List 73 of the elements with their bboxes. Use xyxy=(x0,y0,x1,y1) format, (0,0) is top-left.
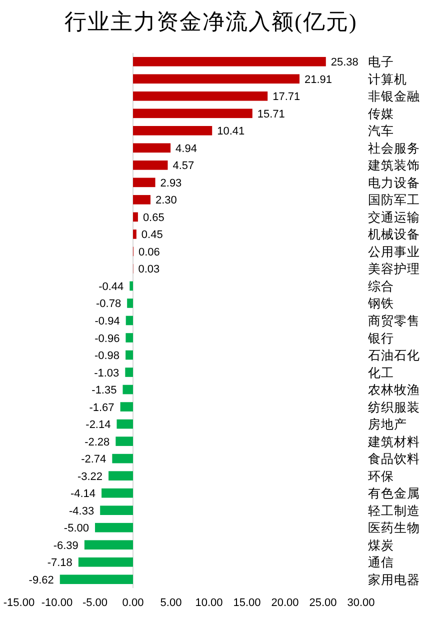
data-label: -0.94 xyxy=(94,316,120,328)
category-label: 商贸零售 xyxy=(368,314,420,328)
x-tick-label: 5.00 xyxy=(160,597,182,609)
data-label: -0.44 xyxy=(98,280,124,293)
data-label: 4.94 xyxy=(176,142,197,155)
category-label: 综合 xyxy=(368,279,394,294)
x-tick-label: -10.00 xyxy=(41,597,73,609)
data-label: 21.91 xyxy=(304,74,332,86)
data-label: -1.67 xyxy=(89,402,114,414)
category-label: 食品饮料 xyxy=(368,452,420,466)
category-label: 机械设备 xyxy=(368,228,420,242)
category-label: 国防军工 xyxy=(368,193,420,208)
category-label: 钢铁 xyxy=(368,296,394,311)
data-label: -0.78 xyxy=(96,298,122,310)
data-label: -1.03 xyxy=(94,367,120,380)
category-label: 煤炭 xyxy=(368,538,394,552)
data-label: 25.38 xyxy=(330,56,358,69)
data-label: -6.39 xyxy=(53,540,78,552)
category-label: 家用电器 xyxy=(368,572,420,587)
data-label: -5.00 xyxy=(64,522,89,535)
x-tick-label: 10.00 xyxy=(195,597,223,609)
category-label: 纺织服装 xyxy=(368,400,420,414)
data-label: 0.65 xyxy=(142,212,164,224)
data-label: 17.71 xyxy=(272,91,300,104)
x-tick-label: 20.00 xyxy=(271,597,299,609)
data-label: 4.57 xyxy=(172,160,194,172)
data-label: -2.74 xyxy=(81,454,106,466)
category-label: 交通运输 xyxy=(368,210,420,224)
category-label: 建筑材料 xyxy=(368,434,420,449)
category-label: 美容护理 xyxy=(368,262,420,276)
x-tick-label: 25.00 xyxy=(309,597,337,609)
data-label: -4.14 xyxy=(70,488,96,500)
category-label: 电力设备 xyxy=(368,176,420,190)
data-label: 0.03 xyxy=(138,264,160,276)
category-label: 社会服务 xyxy=(368,141,420,156)
data-label: 0.06 xyxy=(138,246,160,258)
category-label: 农林牧渔 xyxy=(368,383,420,398)
data-label: -7.18 xyxy=(47,557,72,570)
x-tick-label: -15.00 xyxy=(3,597,35,609)
category-label: 非银金融 xyxy=(368,90,420,104)
x-tick-label: -5.00 xyxy=(82,597,108,609)
category-label: 建筑装饰 xyxy=(368,158,420,173)
data-label: 2.93 xyxy=(160,177,182,190)
category-label: 环保 xyxy=(368,469,394,484)
category-label: 传媒 xyxy=(368,106,394,121)
category-label: 石油石化 xyxy=(368,348,420,363)
category-label: 公用事业 xyxy=(368,244,420,259)
title: 行业主力资金净流入额(亿元) xyxy=(64,9,358,34)
data-label: -9.62 xyxy=(28,574,54,586)
data-label: -1.35 xyxy=(92,384,117,397)
category-label: 房地产 xyxy=(368,418,407,432)
data-label: -4.33 xyxy=(69,505,94,518)
x-tick-label: 30.00 xyxy=(347,597,375,609)
data-label: 15.71 xyxy=(257,108,285,120)
data-label: -0.98 xyxy=(94,350,120,362)
data-label: -2.28 xyxy=(84,436,110,448)
category-label: 计算机 xyxy=(368,72,407,86)
data-label: 10.41 xyxy=(217,126,245,138)
category-label: 轻工制造 xyxy=(368,504,420,518)
category-label: 有色金属 xyxy=(368,486,420,501)
data-label: 2.30 xyxy=(155,194,177,207)
data-label: -3.22 xyxy=(77,470,103,483)
data-label: 0.45 xyxy=(141,229,163,242)
category-label: 汽车 xyxy=(368,124,394,138)
x-tick-label: 0.00 xyxy=(122,597,144,609)
data-label: -0.96 xyxy=(94,332,120,345)
category-label: 电子 xyxy=(368,55,394,70)
category-label: 银行 xyxy=(368,331,394,346)
data-label: -2.14 xyxy=(86,419,111,432)
category-label: 医药生物 xyxy=(368,521,420,536)
category-label: 通信 xyxy=(368,556,394,570)
category-label: 化工 xyxy=(368,366,394,380)
x-tick-label: 15.00 xyxy=(233,597,261,609)
